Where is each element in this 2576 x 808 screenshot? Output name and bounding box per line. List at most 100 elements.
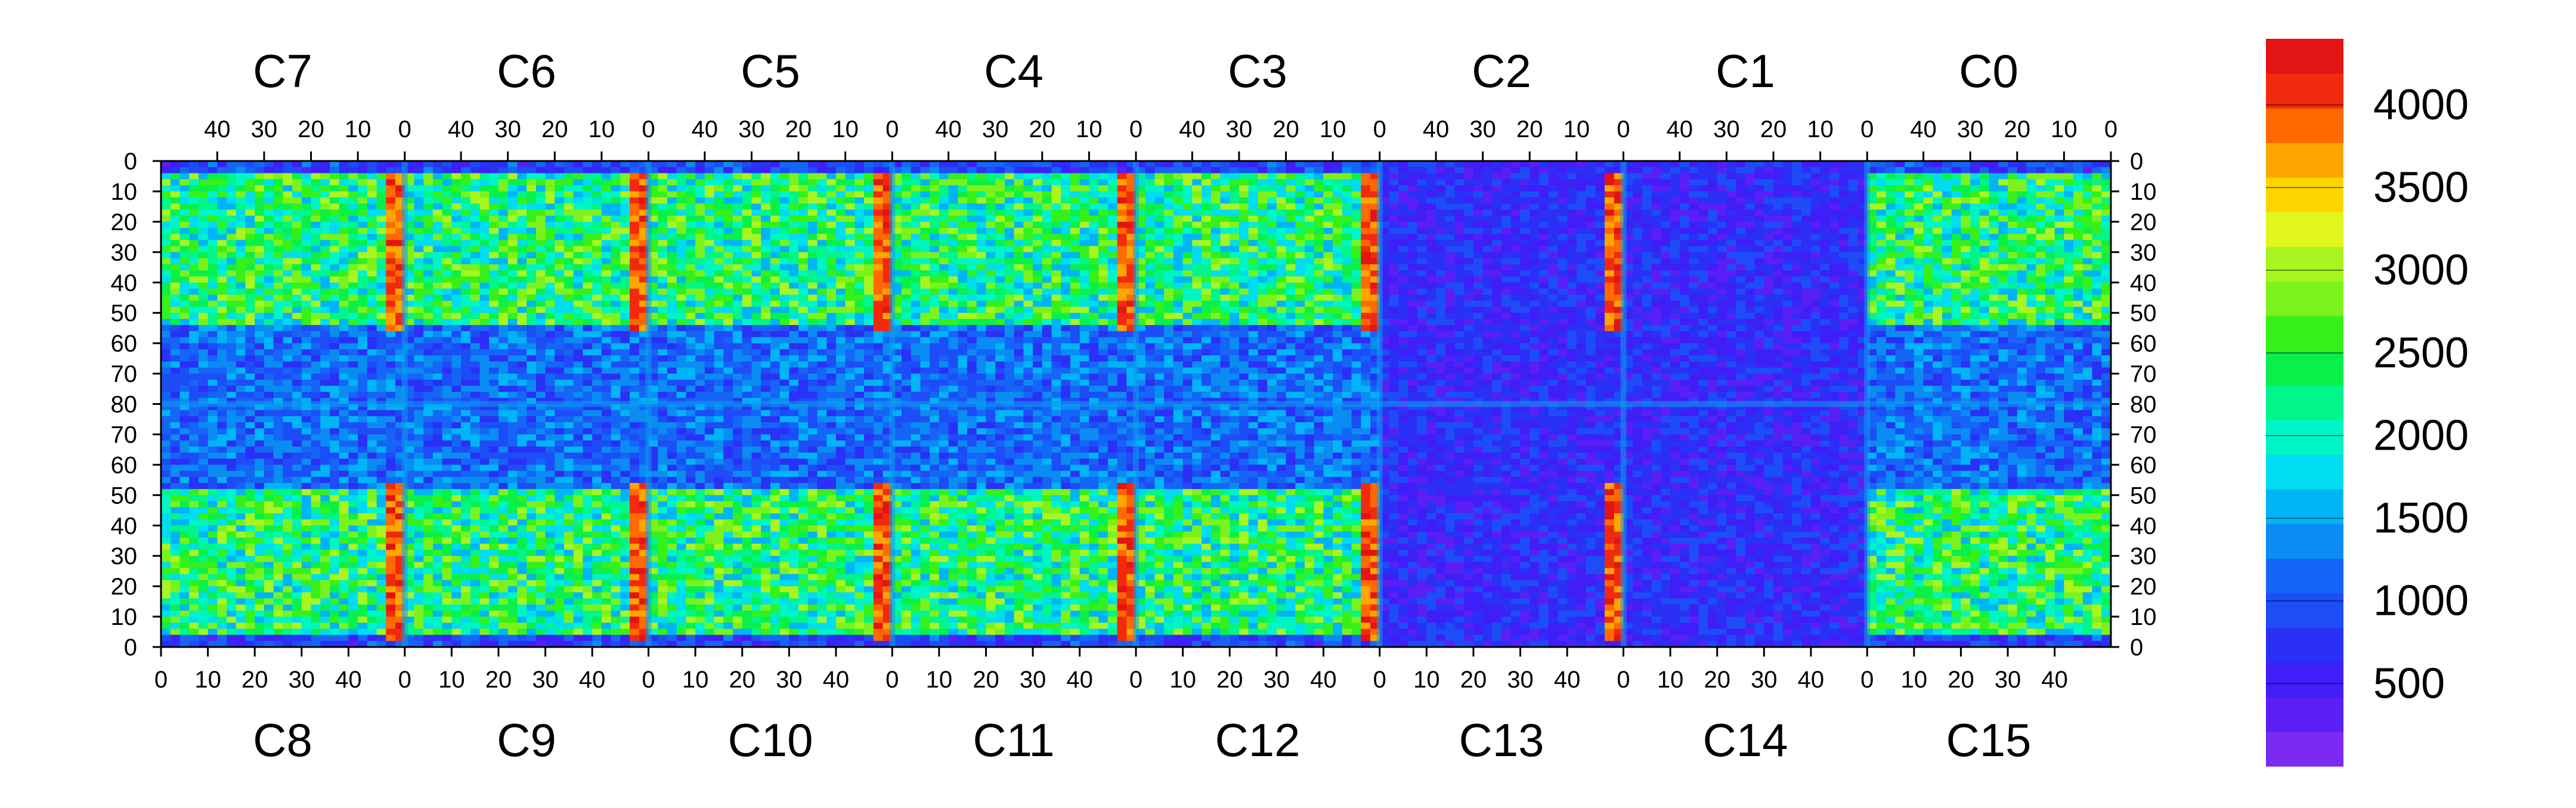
heatmap-cell [723,240,733,247]
heatmap-cell [358,385,368,392]
heatmap-cell [442,550,452,556]
heatmap-cell [217,373,227,380]
heatmap-cell [535,531,546,538]
heatmap-cell [676,234,686,240]
heatmap-cell [245,525,255,532]
heatmap-cell [498,252,509,259]
heatmap-cell [179,416,190,423]
heatmap-cell [170,240,180,247]
heatmap-cell [404,592,414,599]
heatmap-cell [208,379,218,386]
heatmap-cell [329,215,340,222]
heatmap-cell [189,197,199,204]
heatmap-cell [545,440,555,447]
heatmap-cell [367,161,377,168]
heatmap-cell [395,312,405,320]
heatmap-cell [404,476,414,484]
heatmap-cell [376,161,386,168]
heatmap-cell [283,349,293,356]
heatmap-cell [630,392,640,398]
heatmap-cell [667,343,677,350]
heatmap-cell [751,258,761,265]
heatmap-cell [264,446,274,453]
heatmap-cell [161,410,171,417]
heatmap-cell [630,337,640,344]
heatmap-cell [245,434,255,441]
heatmap-cell [301,246,312,253]
heatmap-cell [283,459,293,465]
heatmap-cell [404,525,414,532]
heatmap-cell [573,191,583,198]
heatmap-cell [386,301,396,307]
heatmap-cell [583,476,593,484]
heatmap-cell [189,240,199,247]
heatmap-cell [339,312,349,320]
heatmap-cell [742,325,752,332]
heatmap-cell [535,580,546,587]
heatmap-cell [301,598,312,605]
heatmap-cell [329,337,340,344]
heatmap-cell [395,228,405,234]
heatmap-cell [573,537,583,544]
heatmap-cell [273,465,283,472]
heatmap-cell [236,476,246,484]
heatmap-cell [761,203,771,210]
heatmap-cell [686,318,696,326]
heatmap-cell [601,404,612,411]
heatmap-cell [686,282,696,289]
heatmap-cell [255,592,265,599]
heatmap-cell [348,209,358,216]
heatmap-cell [161,312,171,320]
heatmap-cell [255,179,265,186]
heatmap-cell [208,325,218,332]
heatmap-cell [386,276,396,283]
heatmap-cell [714,234,724,240]
heatmap-cell [789,209,799,216]
heatmap-cell [208,228,218,234]
heatmap-cell [704,276,715,283]
heatmap-cell [217,282,227,289]
heatmap-cell [517,556,527,562]
heatmap-cell [845,185,855,192]
heatmap-cell [283,507,293,514]
heatmap-cell [592,367,602,374]
heatmap-cell [807,173,818,180]
heatmap-cell [864,246,874,253]
heatmap-cell [461,501,471,508]
heatmap-cell [414,343,424,350]
heatmap-cell [376,422,386,429]
heatmap-cell [442,598,452,605]
heatmap-cell [583,507,593,514]
heatmap-cell [555,465,565,472]
heatmap-cell [761,173,771,180]
heatmap-cell [854,270,865,277]
heatmap-cell [404,173,414,180]
heatmap-cell [555,519,565,526]
heatmap-cell [198,507,209,514]
heatmap-cell [854,331,865,338]
heatmap-cell [283,270,293,277]
heatmap-cell [583,282,593,289]
heatmap-cell [320,295,330,301]
heatmap-cell [170,446,180,453]
heatmap-cell [611,592,621,599]
heatmap-cell [545,476,555,484]
heatmap-cell [301,318,312,326]
heatmap-cell [592,482,602,490]
heatmap-cell [395,331,405,338]
heatmap-cell [714,318,724,326]
heatmap-cell [489,197,499,204]
heatmap-cell [527,161,537,168]
heatmap-cell [751,179,761,186]
heatmap-cell [676,197,686,204]
heatmap-cell [845,270,855,277]
heatmap-cell [217,513,227,520]
heatmap-cell [527,453,537,459]
heatmap-cell [339,367,349,374]
heatmap-cell [517,349,527,356]
heatmap-cell [461,234,471,240]
heatmap-cell [245,482,255,490]
heatmap-cell [423,301,434,307]
heatmap-cell [273,562,283,569]
heatmap-cell [189,404,199,411]
